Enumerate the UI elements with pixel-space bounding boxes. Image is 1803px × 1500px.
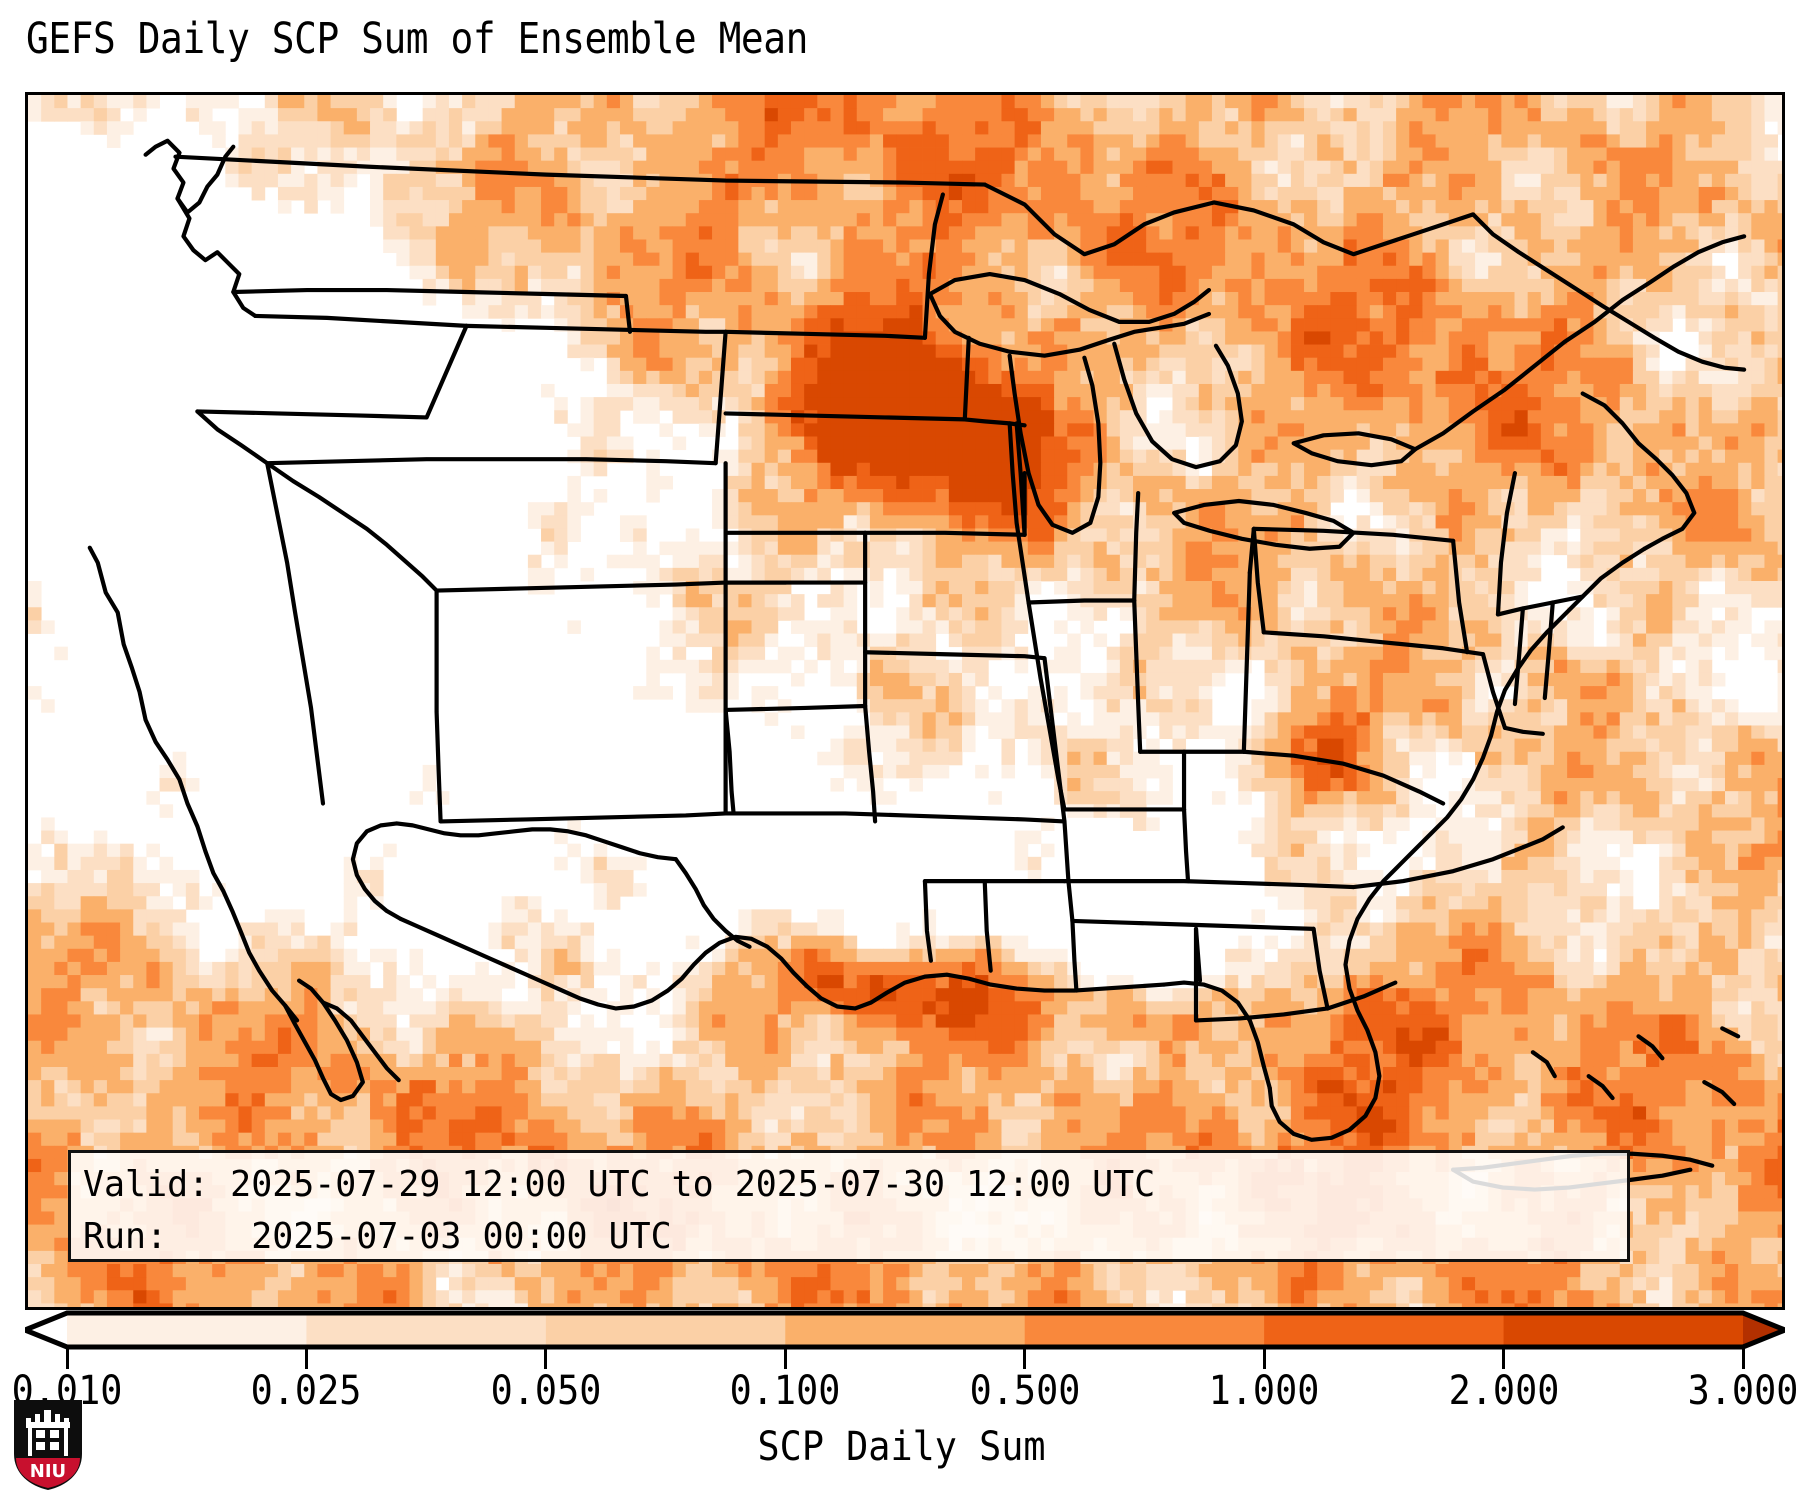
colorbar-tick-label: 3.000: [1687, 1368, 1799, 1414]
colorbar-tickmarks: [25, 1347, 1785, 1369]
colorbar-tick-label: 1.000: [1208, 1368, 1320, 1414]
colorbar-tick: [65, 1347, 69, 1369]
colorbar-tick-labels: 0.010 0.025 0.050 0.100 0.500 1.000 2.000 3.000: [0, 1368, 1803, 1420]
niu-logo-text: NIU: [30, 1461, 66, 1482]
colorbar-tick-label: 0.025: [251, 1368, 362, 1414]
page-title: GEFS Daily SCP Sum of Ensemble Mean: [26, 14, 808, 64]
colorbar-tick: [544, 1347, 548, 1369]
colorbar-tick: [1502, 1347, 1506, 1369]
colorbar-tick: [1262, 1347, 1266, 1369]
colorbar-tick: [1741, 1347, 1745, 1369]
colorbar-axis-label: SCP Daily Sum: [0, 1424, 1803, 1470]
colorbar-tick-label: 0.050: [490, 1368, 602, 1414]
colorbar-tick-label: 0.500: [969, 1368, 1081, 1414]
colorbar-tick: [304, 1347, 308, 1369]
niu-logo: NIU: [14, 1400, 82, 1490]
map-borders-layer: [87, 138, 1747, 1192]
colorbar-tick-label: 0.100: [729, 1368, 841, 1414]
map-plot-area: Valid: 2025-07-29 12:00 UTC to 2025-07-3…: [25, 92, 1785, 1310]
colorbar-axis-label-text: SCP Daily Sum: [757, 1424, 1046, 1470]
forecast-info-box: Valid: 2025-07-29 12:00 UTC to 2025-07-3…: [68, 1150, 1630, 1262]
colorbar-tick-label: 2.000: [1448, 1368, 1559, 1414]
colorbar-tick: [1023, 1347, 1027, 1369]
valid-time-text: Valid: 2025-07-29 12:00 UTC to 2025-07-3…: [83, 1164, 1156, 1205]
colorbar-tick: [783, 1347, 787, 1369]
run-time-text: Run: 2025-07-03 00:00 UTC: [83, 1216, 672, 1257]
